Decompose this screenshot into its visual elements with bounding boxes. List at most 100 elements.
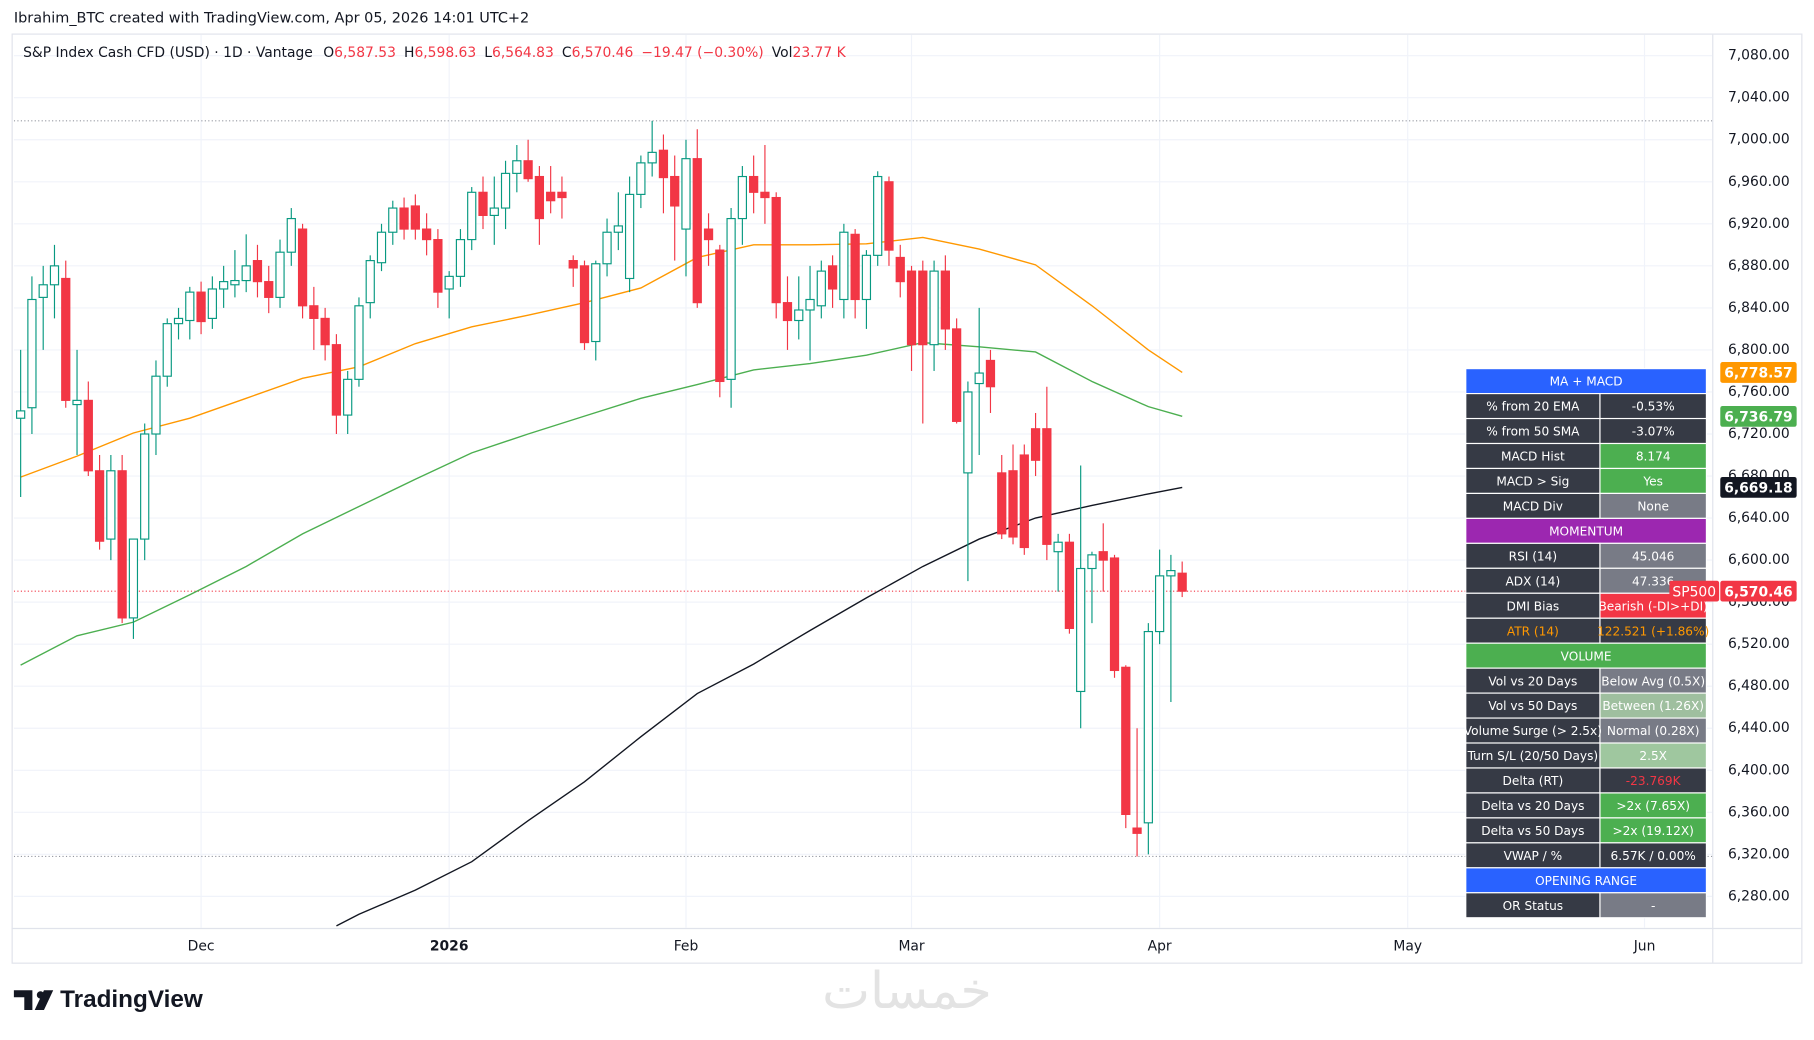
candle-body (1143, 630, 1153, 824)
candle-body (681, 158, 691, 230)
table-label: ATR (14) (1507, 624, 1559, 638)
table-value: 47.336 (1632, 574, 1674, 588)
table-label: Delta (RT) (1503, 774, 1564, 788)
candle-body (985, 359, 996, 388)
attribution: Ibrahim_BTC created with TradingView.com… (14, 10, 529, 26)
table-label: ADX (14) (1506, 574, 1561, 588)
candle-body (974, 372, 984, 385)
candle-body (297, 228, 308, 307)
candle-body (173, 317, 184, 325)
candle-body (670, 175, 680, 207)
candle-body (1098, 551, 1108, 561)
table-label: Vol vs 50 Days (1488, 699, 1577, 713)
table-section-title: MOMENTUM (1549, 525, 1623, 539)
candle-body (455, 239, 466, 277)
candle-body (1121, 666, 1131, 815)
candle-body (512, 160, 522, 174)
candle-body (140, 433, 150, 540)
price-badges: 6,778.57 6,736.79 6,669.18 6,570.46 SP500 (1669, 362, 1797, 602)
candle-body (873, 175, 883, 256)
ohlc-value: 6,587.53 (334, 45, 396, 61)
candle-body (478, 191, 488, 216)
table-value-cell (1599, 617, 1707, 644)
y-tick-label: 6,600.00 (1728, 552, 1790, 568)
y-tick-label: 6,480.00 (1728, 678, 1790, 694)
price-badge-label: 6,736.79 (1724, 410, 1792, 426)
candle-body (61, 277, 71, 401)
table-value: 6.57K / 0.00% (1611, 849, 1696, 863)
table-label: VWAP / % (1504, 849, 1563, 863)
candle-body (658, 149, 669, 179)
logo-text: TradingView (60, 986, 203, 1013)
table-value-cell (1599, 742, 1707, 769)
y-tick-label: 6,840.00 (1728, 300, 1790, 316)
plot-area (13, 120, 1713, 927)
candle-body (827, 265, 838, 290)
candle-body (523, 160, 533, 180)
table-section-header (1465, 867, 1707, 894)
candle-body (579, 265, 590, 344)
candle-body (568, 260, 578, 269)
candle-body (782, 302, 793, 322)
candle-body (117, 470, 127, 619)
moving-average-line (336, 486, 1183, 927)
candle-body (94, 470, 105, 542)
table-label: % from 20 EMA (1486, 400, 1580, 414)
table-label: MACD Hist (1501, 450, 1565, 464)
axes: 6,280.00 6,320.00 6,360.00 6,400.00 6,440.00… (188, 48, 1790, 955)
candle-body (196, 291, 206, 323)
table-value-cell (1599, 717, 1707, 744)
y-tick-label: 6,400.00 (1728, 762, 1790, 778)
tradingview-logo: TradingView (13, 986, 203, 1013)
symbol-badge-label: SP500 (1672, 584, 1716, 600)
candle-body (489, 207, 499, 216)
candle-body (286, 217, 296, 253)
change-value: −19.47 (−0.30%) (641, 45, 763, 61)
candle-body (715, 249, 725, 383)
table-label: RSI (14) (1509, 549, 1557, 563)
y-tick-label: 7,000.00 (1728, 132, 1790, 148)
y-tick-label: 6,880.00 (1728, 258, 1790, 274)
chart-frame (11, 33, 1803, 964)
candle-body (500, 172, 511, 209)
x-tick-label: 2026 (430, 938, 469, 954)
candle-body (331, 344, 342, 416)
x-tick-label: Feb (674, 938, 699, 954)
candle-body (83, 399, 93, 472)
candle-body (27, 298, 37, 409)
table-section-header (1465, 368, 1707, 395)
candle-body (1042, 428, 1052, 545)
table-value-cell (1599, 667, 1707, 694)
candle-body (591, 263, 601, 343)
symbol-legend: S&P Index Cash CFD (USD) · 1D · Vantage O… (23, 45, 846, 61)
table-value: -0.53% (1632, 400, 1675, 414)
candle-body (726, 217, 736, 380)
candle-body (162, 323, 172, 377)
table-value: -3.07% (1632, 425, 1675, 439)
table-value: None (1637, 500, 1669, 514)
y-tick-label: 6,920.00 (1728, 216, 1790, 232)
symbol-name: S&P Index Cash CFD (USD) · 1D · Vantage (23, 45, 313, 61)
table-value: Yes (1642, 475, 1663, 489)
candle-body (703, 228, 714, 241)
price-badge-label: 6,778.57 (1724, 366, 1792, 382)
candle-body (433, 239, 443, 293)
table-value: 45.046 (1632, 549, 1674, 563)
table-section-header (1465, 642, 1707, 669)
candle-body (602, 231, 612, 265)
table-value: Between (1.26X) (1602, 699, 1704, 713)
table-label-cell (1465, 692, 1601, 719)
candle-body (410, 205, 420, 230)
candle-body (749, 175, 759, 193)
candle-body (421, 228, 432, 241)
candle-body (636, 162, 646, 195)
candle-body (816, 270, 826, 307)
table-value-cell (1599, 542, 1707, 569)
price-badge (1720, 580, 1797, 602)
volume-key: Vol (772, 45, 793, 61)
y-tick-label: 7,080.00 (1728, 48, 1790, 64)
ohlc-value: 6,598.63 (414, 45, 476, 61)
candle-body (376, 231, 387, 264)
y-tick-label: 6,640.00 (1728, 510, 1790, 526)
candle-body (963, 391, 973, 474)
